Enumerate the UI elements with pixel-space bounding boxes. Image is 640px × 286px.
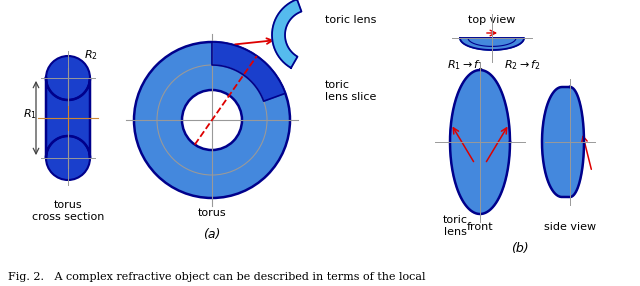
Bar [46, 78, 90, 158]
Text: (a): (a) [204, 228, 221, 241]
Text: torus: torus [198, 208, 227, 218]
Polygon shape [212, 42, 285, 101]
Text: Fig. 2.   A complex refractive object can be described in terms of the local: Fig. 2. A complex refractive object can … [8, 272, 426, 282]
Text: $R_1$: $R_1$ [23, 107, 37, 121]
Text: front: front [467, 222, 493, 232]
Polygon shape [542, 87, 584, 197]
Text: $R_2 \rightarrow f_2$: $R_2 \rightarrow f_2$ [504, 58, 540, 72]
Circle shape [46, 136, 90, 180]
Polygon shape [450, 70, 510, 214]
Circle shape [182, 90, 242, 150]
Circle shape [46, 56, 90, 100]
Text: top view: top view [468, 15, 516, 25]
Polygon shape [272, 0, 301, 68]
Text: $R_1 \rightarrow f_1$: $R_1 \rightarrow f_1$ [447, 58, 483, 72]
Text: toric lens: toric lens [325, 15, 376, 25]
Polygon shape [460, 38, 524, 50]
Polygon shape [460, 38, 524, 50]
Text: torus
cross section: torus cross section [32, 200, 104, 222]
Polygon shape [46, 78, 90, 158]
Text: side view: side view [544, 222, 596, 232]
Circle shape [134, 42, 290, 198]
Text: toric
lens slice: toric lens slice [325, 80, 376, 102]
Text: (b): (b) [511, 242, 529, 255]
Text: $R_2$: $R_2$ [84, 48, 98, 62]
Text: toric
lens: toric lens [442, 215, 467, 237]
